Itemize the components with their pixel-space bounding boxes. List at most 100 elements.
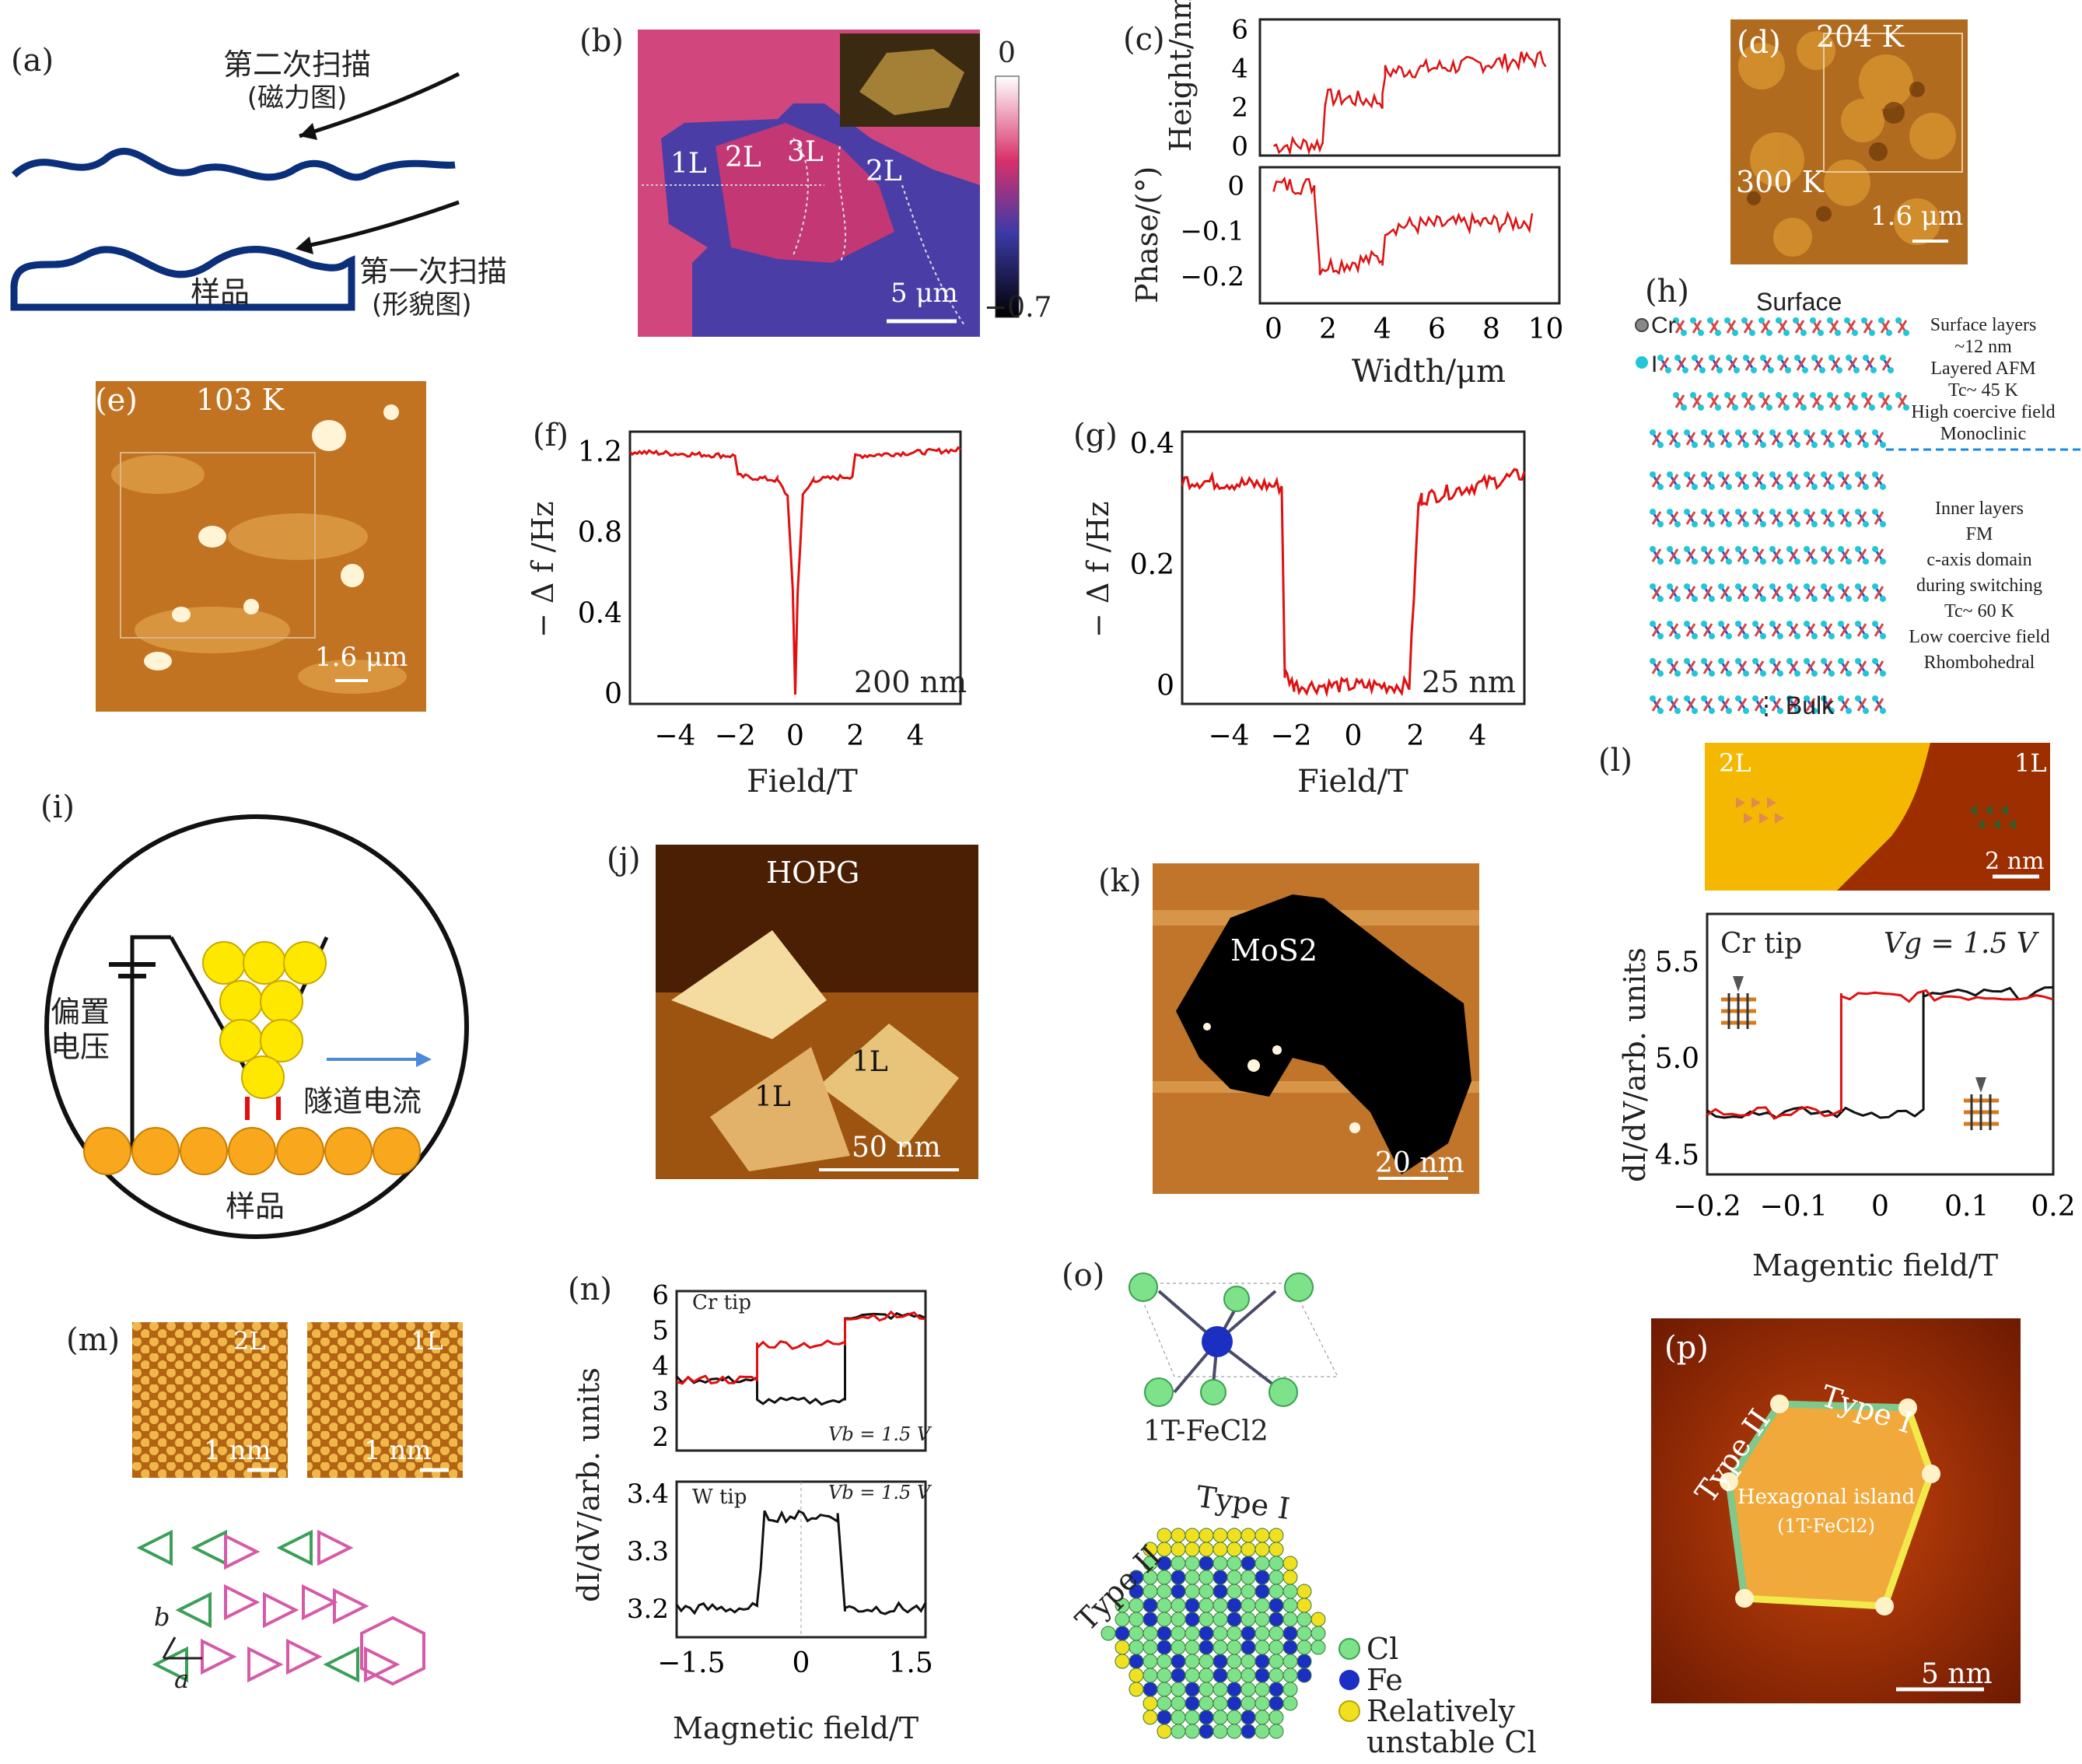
h-bond xyxy=(1805,623,1816,637)
h-i: I xyxy=(1651,352,1658,377)
n-w-black-line xyxy=(675,1509,927,1615)
h-atom xyxy=(1869,404,1875,411)
h-bond xyxy=(1685,474,1696,488)
i-bias2: 电压 xyxy=(51,1030,110,1064)
h-atom xyxy=(1718,429,1724,436)
o-atom xyxy=(1198,1528,1214,1543)
h-atom xyxy=(1776,317,1782,324)
h-bond xyxy=(1720,474,1730,488)
j-l2: 1L xyxy=(754,1081,791,1113)
f-ytick-3: 0 xyxy=(604,678,622,710)
panel-c-label: (c) xyxy=(1123,22,1165,58)
h-atom xyxy=(1707,317,1713,324)
h-atom xyxy=(1886,404,1892,411)
h-bond xyxy=(1676,357,1687,371)
h-atom xyxy=(1758,392,1765,398)
h-atom xyxy=(1835,404,1841,411)
l-ytick-0: 5.5 xyxy=(1655,947,1699,978)
m-hexagon xyxy=(360,1615,425,1686)
h-atom xyxy=(1709,521,1715,527)
h-bond xyxy=(1668,586,1679,600)
o-legend-rel: Relatively xyxy=(1366,1694,1515,1728)
o-atom xyxy=(1170,1626,1186,1641)
h-bond xyxy=(1685,511,1696,525)
h-atom xyxy=(1734,367,1740,373)
h-atom xyxy=(1793,392,1799,398)
h-atom xyxy=(1855,658,1861,664)
h-atom xyxy=(1802,367,1808,373)
h-bond xyxy=(1771,698,1782,712)
h-atom xyxy=(1794,355,1800,361)
o-atom xyxy=(1296,1668,1312,1683)
g-xtick-3: 2 xyxy=(1407,720,1425,752)
h-atom xyxy=(1855,583,1861,590)
o-atom xyxy=(1156,1654,1172,1669)
l-xtick-1: −0.1 xyxy=(1760,1191,1828,1223)
h-bond xyxy=(1788,660,1799,674)
o-atom xyxy=(1240,1682,1256,1697)
o-atom xyxy=(1226,1626,1242,1641)
h-atom xyxy=(1690,392,1696,398)
h-atom xyxy=(1752,546,1758,552)
h-atom xyxy=(1760,596,1766,602)
h-bond xyxy=(1709,320,1720,334)
o-atom xyxy=(1198,1696,1214,1711)
o-atom xyxy=(1212,1668,1228,1683)
o-atom xyxy=(1226,1556,1242,1571)
h-atom xyxy=(1794,558,1800,565)
h-atom xyxy=(1793,317,1799,324)
o-atom xyxy=(1212,1682,1228,1697)
h-atom xyxy=(1777,355,1783,361)
h-atom xyxy=(1709,596,1715,602)
scan-trace-2 xyxy=(11,148,456,181)
o-atom xyxy=(1156,1696,1172,1711)
h-atom xyxy=(1855,471,1861,478)
h-atom xyxy=(1709,442,1715,448)
n-top-tip: Cr tip xyxy=(692,1291,751,1314)
h-bond xyxy=(1788,586,1799,600)
m-triangle-10 xyxy=(152,1646,188,1683)
h-bond xyxy=(1754,511,1765,525)
h-atom xyxy=(1828,670,1835,677)
h-atom xyxy=(1821,471,1827,478)
h-atom xyxy=(1855,695,1861,702)
o-island xyxy=(1100,1528,1326,1739)
h-atom xyxy=(1828,484,1835,490)
h-atom xyxy=(1667,583,1673,590)
h-atom xyxy=(1674,355,1681,361)
h-atom xyxy=(1838,695,1844,702)
h-atom xyxy=(1735,695,1741,702)
h-atom xyxy=(1718,695,1724,702)
o-atom xyxy=(1282,1598,1298,1613)
f-note: 200 nm xyxy=(854,665,968,699)
o-atom xyxy=(1268,1626,1284,1641)
second-scan-sub: (磁力图) xyxy=(247,82,348,114)
o-atom xyxy=(1184,1682,1200,1697)
h-atom xyxy=(1786,509,1793,515)
h-atom xyxy=(1766,404,1772,411)
h-bond xyxy=(1794,394,1805,408)
o-legend-unstable: unstable Cl xyxy=(1366,1725,1537,1759)
h-bond xyxy=(1651,623,1662,637)
l-ytick-2: 4.5 xyxy=(1655,1139,1699,1171)
h-atom xyxy=(1863,670,1869,677)
h-atom xyxy=(1657,484,1664,490)
o-atom xyxy=(1282,1556,1298,1571)
h-bond xyxy=(1897,394,1908,408)
h-bond xyxy=(1811,394,1822,408)
h-bond xyxy=(1771,474,1782,488)
o-atom xyxy=(1268,1696,1284,1711)
l-xtick-0: −0.2 xyxy=(1673,1191,1741,1223)
h-atom xyxy=(1758,317,1765,324)
h-bond xyxy=(1754,660,1765,674)
h-bond xyxy=(1668,432,1679,446)
h-atom xyxy=(1880,670,1886,677)
h-bond xyxy=(1685,698,1696,712)
h-atom xyxy=(1681,330,1687,336)
h-atom xyxy=(1818,404,1824,411)
o-atom xyxy=(1114,1654,1130,1669)
h-atom xyxy=(1903,404,1909,411)
h-atom xyxy=(1726,596,1732,602)
o-atom xyxy=(1282,1570,1298,1585)
h-atom xyxy=(1709,355,1715,361)
